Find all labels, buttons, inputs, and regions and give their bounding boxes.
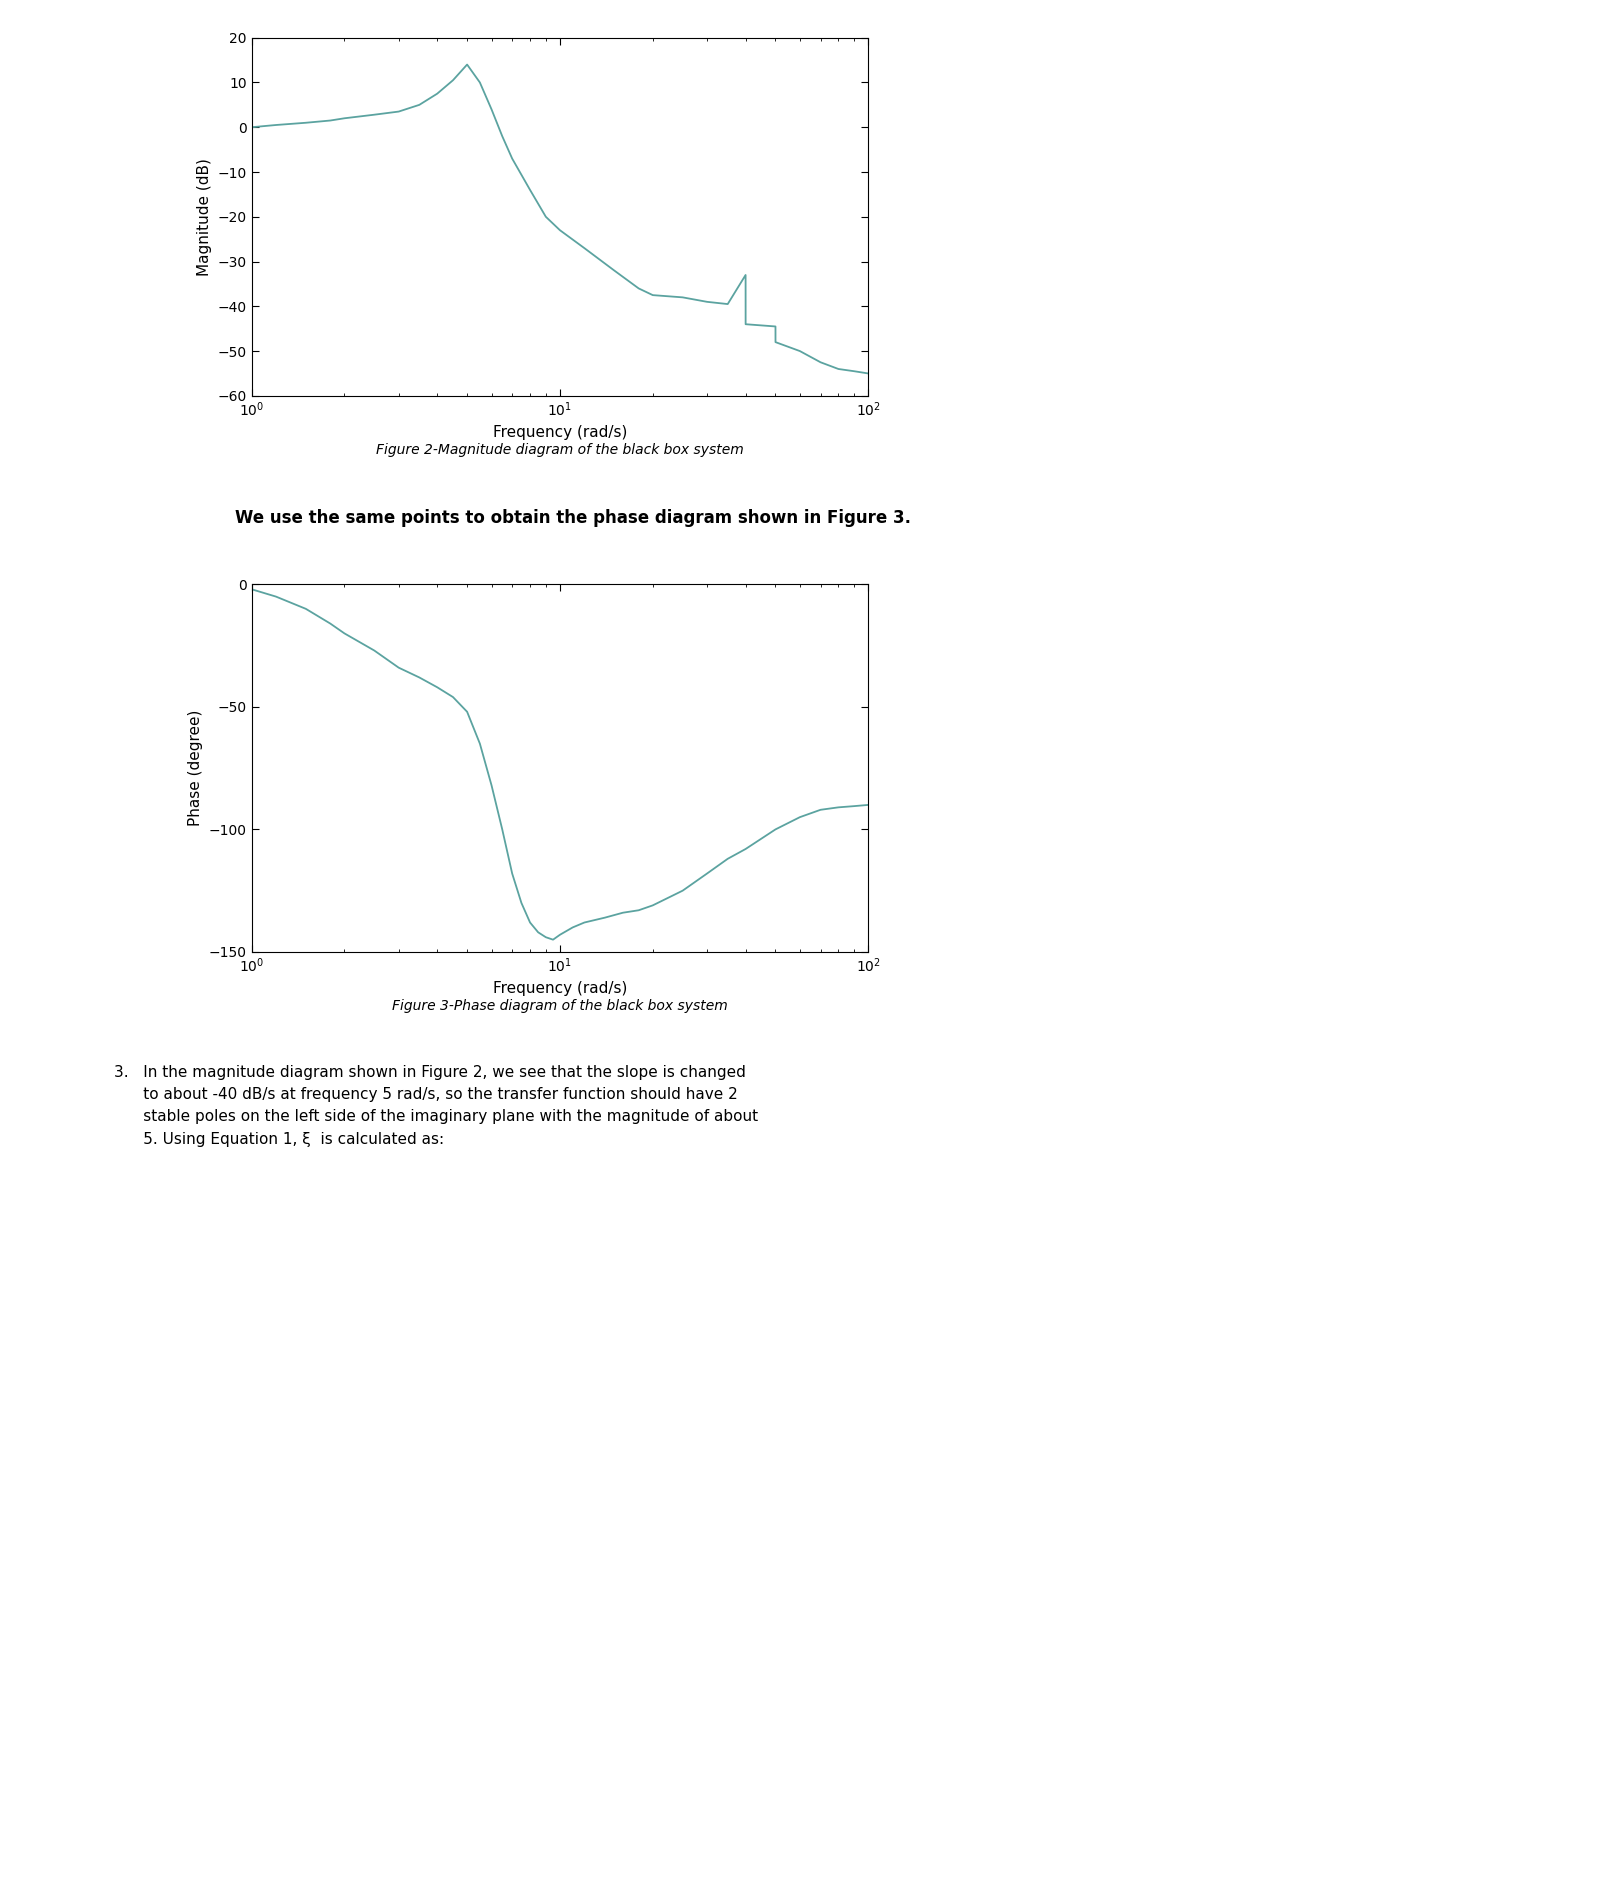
X-axis label: Frequency (rad/s): Frequency (rad/s) xyxy=(493,424,626,439)
Y-axis label: Phase (degree): Phase (degree) xyxy=(188,711,203,826)
Text: 3.   In the magnitude diagram shown in Figure 2, we see that the slope is change: 3. In the magnitude diagram shown in Fig… xyxy=(114,1065,758,1146)
Y-axis label: Magnitude (dB): Magnitude (dB) xyxy=(196,158,213,275)
Text: Figure 3-Phase diagram of the black box system: Figure 3-Phase diagram of the black box … xyxy=(393,999,727,1012)
Text: Figure 2-Magnitude diagram of the black box system: Figure 2-Magnitude diagram of the black … xyxy=(377,443,743,456)
Text: We use the same points to obtain the phase diagram shown in Figure 3.: We use the same points to obtain the pha… xyxy=(235,509,912,528)
X-axis label: Frequency (rad/s): Frequency (rad/s) xyxy=(493,980,626,995)
